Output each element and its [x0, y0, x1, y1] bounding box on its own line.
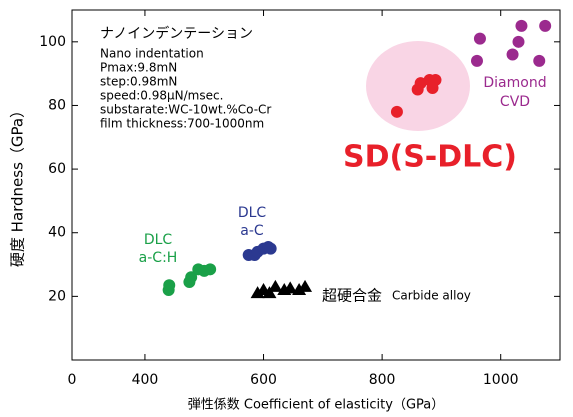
point: [292, 283, 307, 295]
point: [185, 271, 198, 284]
x-tick-label: 800: [369, 372, 396, 388]
x-tick-label: 0: [68, 372, 77, 388]
series-label: Carbide alloy: [392, 289, 471, 303]
annotation: speed:0.98μN/msec.: [100, 89, 223, 103]
point: [515, 19, 528, 32]
annotation: film thickness:700-1000nm: [100, 117, 264, 131]
annotation: step:0.98mN: [100, 75, 177, 89]
annotation: Nano indentation: [100, 47, 204, 61]
series-label: DLC: [238, 205, 267, 221]
series-label: 超硬合金: [322, 287, 382, 305]
annotation: ナノインデンテーション: [100, 25, 253, 42]
series-label: DLC: [144, 232, 173, 248]
x-tick-label: 1000: [483, 372, 519, 388]
y-tick-label: 80: [48, 97, 66, 113]
y-tick-label: 100: [39, 34, 66, 50]
point: [506, 48, 519, 61]
x-axis-label: 弾性係数 Coefficient of elasticity（GPa）: [188, 398, 445, 413]
point: [262, 286, 277, 299]
x-tick-label: 600: [250, 372, 277, 388]
point: [298, 279, 313, 292]
series-label: SD(S-DLC): [343, 140, 517, 175]
y-tick-label: 20: [48, 288, 66, 304]
y-tick-label: 40: [48, 225, 66, 241]
point: [204, 263, 217, 276]
point: [429, 74, 442, 86]
y-tick-label: 60: [48, 161, 66, 177]
series-label: Diamond: [483, 75, 546, 91]
x-tick-label: 400: [132, 372, 159, 388]
point: [163, 279, 176, 292]
point: [390, 105, 403, 118]
point: [470, 54, 483, 67]
series-label: CVD: [500, 94, 530, 110]
point: [539, 19, 552, 32]
point: [250, 286, 265, 299]
point: [268, 279, 283, 292]
plot-frame: [71, 9, 561, 361]
series-label: a-C: [240, 223, 264, 239]
point: [473, 32, 486, 45]
point: [512, 35, 525, 48]
annotation: substarate:WC-10wt.%Co-Cr: [100, 103, 271, 117]
y-axis-label: 硬度 Hardness（GPa）: [9, 103, 27, 267]
point: [283, 281, 298, 294]
point: [264, 242, 277, 255]
series-label: a-C:H: [139, 250, 178, 266]
point: [533, 54, 546, 67]
annotation: Pmax:9.8mN: [100, 61, 177, 75]
